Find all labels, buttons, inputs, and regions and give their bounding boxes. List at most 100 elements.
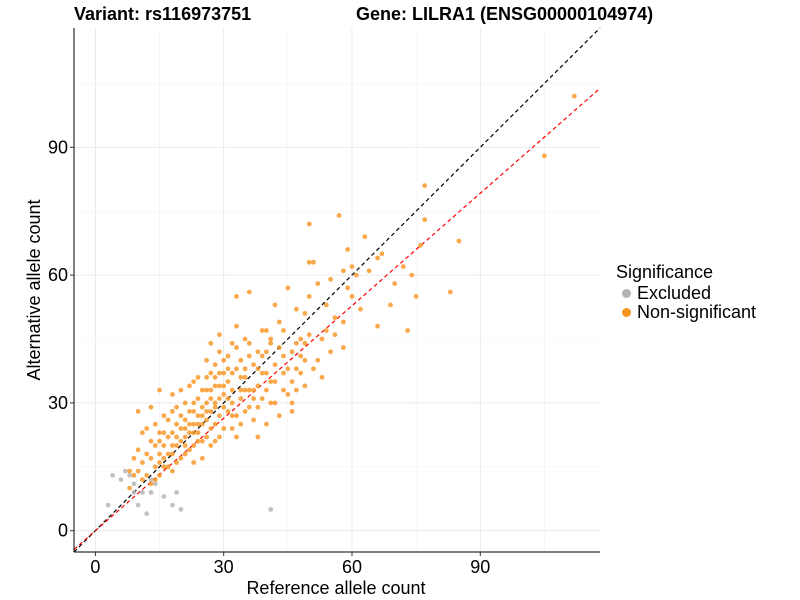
point-non-significant: [294, 340, 299, 346]
point-non-significant: [148, 481, 154, 487]
y-tick-label: 90: [48, 137, 68, 157]
point-non-significant: [208, 387, 214, 393]
point-non-significant: [345, 285, 351, 291]
point-non-significant: [195, 374, 201, 380]
point-non-significant: [281, 370, 286, 376]
legend-label-excluded: Excluded: [637, 283, 712, 303]
point-non-significant: [341, 319, 346, 325]
point-non-significant: [152, 443, 158, 448]
point-non-significant: [191, 409, 197, 414]
point-non-significant: [306, 259, 312, 265]
data-points: [105, 93, 577, 517]
point-non-significant: [127, 485, 132, 491]
point-non-significant: [152, 477, 158, 482]
point-non-significant: [298, 370, 304, 376]
point-non-significant: [191, 379, 197, 384]
point-non-significant: [182, 443, 188, 448]
point-non-significant: [165, 417, 171, 423]
point-non-significant: [199, 438, 205, 444]
point-non-significant: [242, 336, 248, 342]
point-non-significant: [191, 400, 197, 406]
point-non-significant: [170, 451, 175, 457]
point-non-significant: [281, 328, 286, 333]
point-non-significant: [294, 366, 299, 372]
point-non-significant: [157, 460, 162, 465]
point-non-significant: [447, 289, 453, 295]
point-non-significant: [157, 387, 162, 393]
point-non-significant: [255, 404, 261, 410]
point-non-significant: [212, 362, 218, 367]
point-non-significant: [187, 383, 192, 389]
point-non-significant: [379, 251, 385, 257]
point-non-significant: [178, 438, 184, 444]
point-non-significant: [148, 404, 154, 410]
point-non-significant: [268, 340, 274, 346]
point-non-significant: [234, 294, 239, 299]
point-non-significant: [191, 430, 197, 436]
point-non-significant: [311, 259, 316, 265]
point-non-significant: [161, 464, 167, 470]
point-excluded: [105, 502, 111, 508]
point-non-significant: [276, 345, 282, 350]
point-non-significant: [276, 413, 282, 419]
point-non-significant: [217, 349, 222, 355]
legend-item-excluded: Excluded: [616, 283, 756, 303]
point-non-significant: [255, 383, 261, 389]
point-non-significant: [187, 447, 192, 453]
point-non-significant: [135, 409, 141, 414]
point-non-significant: [272, 400, 278, 406]
point-non-significant: [170, 392, 175, 397]
point-non-significant: [336, 213, 342, 218]
chart-title-variant: Variant: rs116973751: [74, 4, 252, 24]
point-non-significant: [144, 472, 150, 478]
point-non-significant: [285, 366, 291, 372]
point-non-significant: [375, 255, 380, 261]
point-non-significant: [225, 366, 231, 372]
chart-title-gene: Gene: LILRA1 (ENSG00000104974): [356, 4, 654, 24]
point-non-significant: [191, 460, 197, 465]
point-non-significant: [409, 272, 415, 278]
point-non-significant: [234, 434, 239, 440]
point-non-significant: [217, 396, 222, 401]
point-non-significant: [229, 340, 235, 346]
point-non-significant: [246, 340, 252, 346]
point-non-significant: [259, 396, 265, 401]
point-non-significant: [208, 340, 214, 346]
point-non-significant: [182, 434, 188, 440]
point-non-significant: [238, 357, 244, 363]
point-non-significant: [221, 392, 227, 397]
point-non-significant: [238, 387, 244, 393]
point-non-significant: [204, 434, 210, 440]
point-non-significant: [341, 345, 346, 350]
point-non-significant: [195, 430, 201, 436]
point-non-significant: [212, 400, 218, 406]
point-non-significant: [259, 370, 265, 376]
tick-labels: 0 30 60 90 0 30 60 90: [48, 137, 490, 577]
point-non-significant: [422, 183, 428, 189]
point-non-significant: [285, 392, 291, 397]
point-non-significant: [140, 460, 145, 465]
point-non-significant: [272, 362, 278, 367]
point-non-significant: [315, 357, 321, 363]
point-non-significant: [225, 379, 231, 384]
point-non-significant: [217, 434, 222, 440]
point-non-significant: [225, 396, 231, 401]
point-non-significant: [208, 443, 214, 448]
point-non-significant: [264, 387, 269, 393]
point-non-significant: [204, 387, 210, 393]
point-non-significant: [353, 272, 359, 278]
point-non-significant: [289, 400, 295, 406]
point-non-significant: [174, 421, 180, 427]
x-axis-label: Reference allele count: [246, 578, 425, 598]
point-non-significant: [264, 421, 269, 427]
point-non-significant: [161, 413, 167, 419]
point-non-significant: [212, 374, 218, 380]
point-non-significant: [268, 400, 274, 406]
point-non-significant: [349, 294, 355, 299]
point-excluded: [152, 481, 158, 487]
point-non-significant: [229, 426, 235, 431]
point-non-significant: [208, 370, 214, 376]
point-excluded: [122, 468, 128, 474]
point-non-significant: [208, 409, 214, 414]
point-non-significant: [165, 464, 171, 470]
